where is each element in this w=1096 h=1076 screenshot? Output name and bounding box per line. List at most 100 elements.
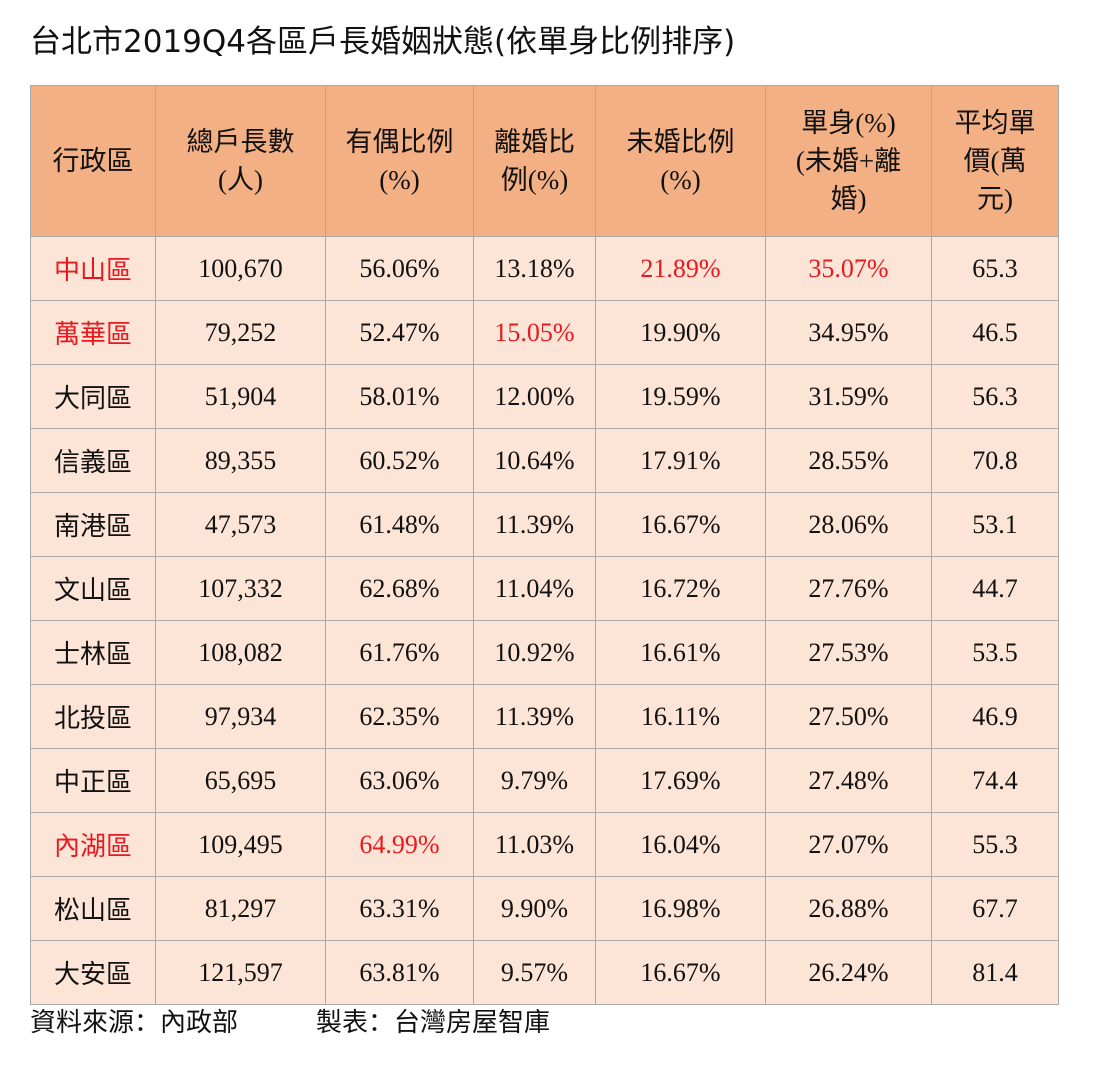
value-cell: 79,252 [155,300,326,365]
value-cell: 61.76% [325,620,474,685]
district-cell: 萬華區 [30,300,156,365]
value-cell: 10.92% [473,620,596,685]
value-cell: 46.5 [931,300,1059,365]
table-header-row: 行政區 總戶長數 (人) 有偶比例 (%) 離婚比 例(%) 未婚比例 (%) 單身(%) (未婚+… [30,85,1059,237]
table-row: 大同區 51,904 58.01% 12.00% 19.59% 31.59% 56.3 [30,364,1059,429]
value-cell: 58.01% [325,364,474,429]
value-cell: 21.89% [595,236,766,301]
district-cell: 中山區 [30,236,156,301]
value-cell: 64.99% [325,812,474,877]
value-cell: 56.06% [325,236,474,301]
value-cell: 11.39% [473,684,596,749]
table-row: 文山區 107,332 62.68% 11.04% 16.72% 27.76% 44.7 [30,556,1059,621]
value-cell: 55.3 [931,812,1059,877]
value-cell: 89,355 [155,428,326,493]
district-cell: 大安區 [30,940,156,1005]
value-cell: 81,297 [155,876,326,941]
value-cell: 35.07% [765,236,932,301]
district-cell: 中正區 [30,748,156,813]
value-cell: 63.06% [325,748,474,813]
value-cell: 27.48% [765,748,932,813]
value-cell: 19.59% [595,364,766,429]
district-cell: 大同區 [30,364,156,429]
footer: 資料來源：內政部 製表：台灣房屋智庫 [30,1003,550,1043]
table-row: 內湖區 109,495 64.99% 11.03% 16.04% 27.07% 55.3 [30,812,1059,877]
value-cell: 13.18% [473,236,596,301]
district-cell: 士林區 [30,620,156,685]
value-cell: 16.61% [595,620,766,685]
table-row: 士林區 108,082 61.76% 10.92% 16.61% 27.53% 53.5 [30,620,1059,685]
value-cell: 108,082 [155,620,326,685]
value-cell: 107,332 [155,556,326,621]
value-cell: 61.48% [325,492,474,557]
value-cell: 97,934 [155,684,326,749]
chart-title: 台北市2019Q4各區戶長婚姻狀態(依單身比例排序) [30,24,736,60]
value-cell: 47,573 [155,492,326,557]
column-header: 行政區 [30,85,156,237]
value-cell: 51,904 [155,364,326,429]
value-cell: 9.57% [473,940,596,1005]
value-cell: 26.24% [765,940,932,1005]
district-cell: 北投區 [30,684,156,749]
value-cell: 74.4 [931,748,1059,813]
table-row: 中山區 100,670 56.06% 13.18% 21.89% 35.07% 65.3 [30,236,1059,301]
table-row: 大安區 121,597 63.81% 9.57% 16.67% 26.24% 81.4 [30,940,1059,1005]
value-cell: 70.8 [931,428,1059,493]
value-cell: 27.50% [765,684,932,749]
table-row: 北投區 97,934 62.35% 11.39% 16.11% 27.50% 46.9 [30,684,1059,749]
value-cell: 11.03% [473,812,596,877]
column-header: 平均單 價(萬 元) [931,85,1059,237]
value-cell: 63.81% [325,940,474,1005]
value-cell: 53.5 [931,620,1059,685]
maker-note: 製表：台灣房屋智庫 [316,1008,551,1038]
column-header: 總戶長數 (人) [155,85,326,237]
value-cell: 62.68% [325,556,474,621]
district-cell: 文山區 [30,556,156,621]
column-header: 單身(%) (未婚+離 婚) [765,85,932,237]
value-cell: 17.91% [595,428,766,493]
value-cell: 27.76% [765,556,932,621]
district-cell: 信義區 [30,428,156,493]
value-cell: 121,597 [155,940,326,1005]
value-cell: 27.07% [765,812,932,877]
value-cell: 109,495 [155,812,326,877]
value-cell: 16.67% [595,492,766,557]
value-cell: 52.47% [325,300,474,365]
source-note: 資料來源：內政部 [30,1008,239,1038]
value-cell: 81.4 [931,940,1059,1005]
table-row: 松山區 81,297 63.31% 9.90% 16.98% 26.88% 67.7 [30,876,1059,941]
district-cell: 南港區 [30,492,156,557]
value-cell: 12.00% [473,364,596,429]
value-cell: 67.7 [931,876,1059,941]
value-cell: 65,695 [155,748,326,813]
column-header: 未婚比例 (%) [595,85,766,237]
value-cell: 16.11% [595,684,766,749]
value-cell: 15.05% [473,300,596,365]
value-cell: 11.39% [473,492,596,557]
value-cell: 34.95% [765,300,932,365]
value-cell: 62.35% [325,684,474,749]
table-row: 中正區 65,695 63.06% 9.79% 17.69% 27.48% 74.4 [30,748,1059,813]
table-row: 萬華區 79,252 52.47% 15.05% 19.90% 34.95% 46.5 [30,300,1059,365]
value-cell: 63.31% [325,876,474,941]
value-cell: 16.04% [595,812,766,877]
column-header: 離婚比 例(%) [473,85,596,237]
value-cell: 16.72% [595,556,766,621]
value-cell: 28.55% [765,428,932,493]
value-cell: 65.3 [931,236,1059,301]
district-cell: 內湖區 [30,812,156,877]
value-cell: 56.3 [931,364,1059,429]
value-cell: 16.67% [595,940,766,1005]
value-cell: 100,670 [155,236,326,301]
value-cell: 28.06% [765,492,932,557]
column-header: 有偶比例 (%) [325,85,474,237]
value-cell: 46.9 [931,684,1059,749]
value-cell: 9.90% [473,876,596,941]
value-cell: 17.69% [595,748,766,813]
value-cell: 11.04% [473,556,596,621]
table-row: 南港區 47,573 61.48% 11.39% 16.67% 28.06% 53.1 [30,492,1059,557]
table-row: 信義區 89,355 60.52% 10.64% 17.91% 28.55% 70.8 [30,428,1059,493]
district-cell: 松山區 [30,876,156,941]
value-cell: 53.1 [931,492,1059,557]
value-cell: 16.98% [595,876,766,941]
